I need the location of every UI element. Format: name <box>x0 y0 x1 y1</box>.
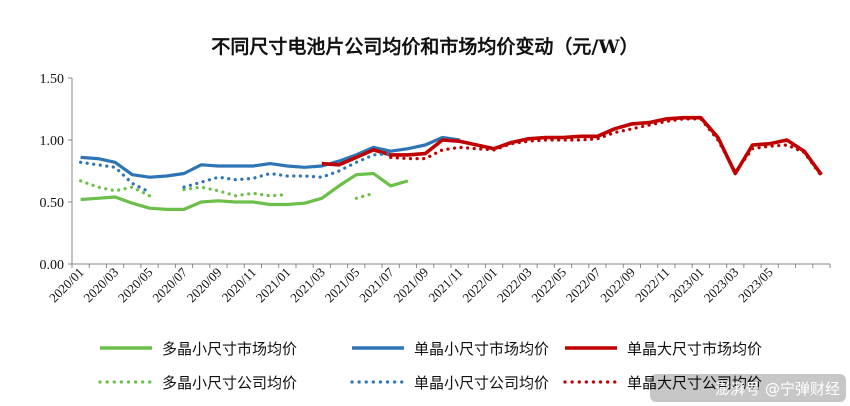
x-tick-label: 2021/05 <box>322 265 363 306</box>
legend-label-4: 单晶小尺寸公司均价 <box>414 374 549 392</box>
x-tick-label: 2021/09 <box>391 265 432 306</box>
watermark-text: 澎湃号 @宁弹财经 <box>715 380 840 398</box>
x-tick-label: 2022/01 <box>459 265 500 306</box>
x-tick-label: 2023/03 <box>701 265 742 306</box>
x-tick-label: 2023/01 <box>666 265 707 306</box>
x-tick-label: 2022/03 <box>494 265 535 306</box>
x-tick-label: 2020/07 <box>149 264 190 305</box>
x-tick-label: 2022/07 <box>563 264 604 305</box>
axes: 0.000.501.001.502020/012020/032020/05202… <box>40 72 831 305</box>
x-tick-label: 2021/03 <box>287 265 328 306</box>
y-tick-label: 0.00 <box>40 258 65 273</box>
x-tick-label: 2022/11 <box>632 265 672 305</box>
x-tick-label: 2022/09 <box>597 265 638 306</box>
x-tick-label: 2021/11 <box>425 265 465 305</box>
legend-label-5: 单晶大尺寸公司均价 <box>627 374 762 392</box>
y-tick-label: 1.50 <box>40 72 65 87</box>
series-line-0 <box>80 171 409 211</box>
series-layer <box>79 115 823 211</box>
x-tick-label: 2020/09 <box>184 265 225 306</box>
x-tick-label: 2020/05 <box>115 265 156 306</box>
legend-label-1: 单晶小尺寸市场均价 <box>414 340 549 358</box>
chart-title: 不同尺寸电池片公司均价和市场均价变动（元/W） <box>211 36 639 58</box>
x-tick-label: 2022/05 <box>528 265 569 306</box>
x-tick-label: 2021/01 <box>253 265 294 306</box>
y-tick-label: 0.50 <box>40 196 65 211</box>
x-tick-label: 2020/11 <box>219 265 259 305</box>
y-tick-label: 1.00 <box>40 134 65 149</box>
watermark: 澎湃号 @宁弹财经 <box>650 374 846 402</box>
series-line-5 <box>389 117 823 178</box>
x-tick-label: 2020/03 <box>80 265 121 306</box>
x-tick-label: 2023/05 <box>735 265 776 306</box>
legend-label-0: 多晶小尺寸市场均价 <box>162 340 297 358</box>
legend-label-3: 多晶小尺寸公司均价 <box>162 374 297 392</box>
watermark-backdrop <box>650 374 846 402</box>
series-line-2 <box>321 115 823 176</box>
legend-label-2: 单晶大尺寸市场均价 <box>627 340 762 358</box>
series-line-1 <box>80 135 460 179</box>
series-line-4 <box>79 152 393 194</box>
x-tick-label: 2021/07 <box>356 264 397 305</box>
series-line-3 <box>79 179 376 200</box>
